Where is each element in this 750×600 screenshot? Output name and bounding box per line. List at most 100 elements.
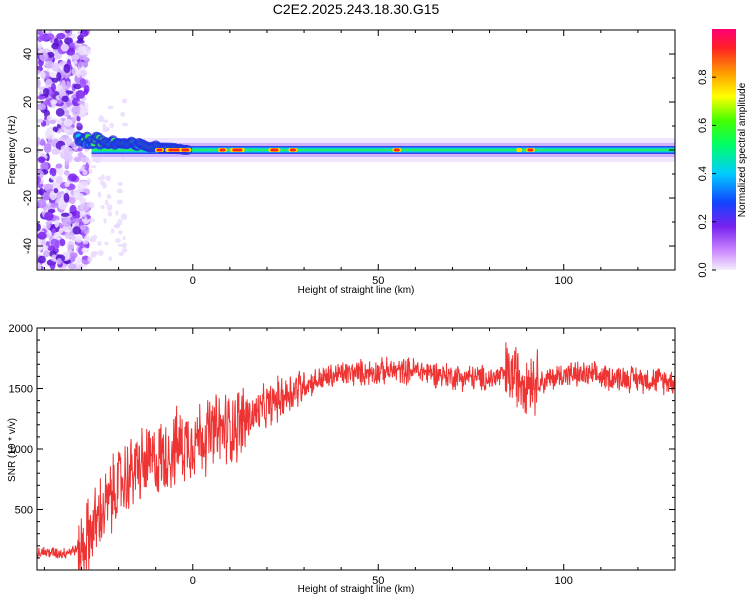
- noise-blob-faint: [84, 216, 88, 223]
- colorbar-label: Normalized spectral amplitude: [737, 82, 748, 217]
- noise-blob: [82, 60, 89, 68]
- noise-blob-faint: [78, 113, 86, 118]
- colorbar-tick-label: 0.2: [697, 214, 709, 229]
- noise-blob: [37, 152, 41, 158]
- band-hotspot-red: [232, 148, 243, 152]
- noise-blob-faint: [101, 182, 107, 189]
- noise-blob: [77, 147, 83, 152]
- noise-blob: [67, 240, 75, 251]
- spectrogram-y-ticks: -40 -20 0 20 40: [22, 29, 675, 271]
- band-hotspot-yellow: [516, 148, 523, 152]
- noise-blob: [37, 148, 43, 153]
- noise-blob-faint: [121, 248, 128, 253]
- noise-blob: [60, 43, 69, 52]
- noise-blob: [46, 223, 51, 229]
- snr-y-tick-label: 1500: [9, 384, 33, 396]
- noise-blob: [45, 132, 55, 140]
- noise-blob: [51, 100, 56, 109]
- noise-blob-faint: [89, 217, 95, 223]
- noise-blob: [56, 166, 64, 176]
- noise-blob: [40, 138, 45, 146]
- noise-blob: [55, 85, 62, 91]
- noise-blob: [61, 79, 66, 90]
- spectrogram-y-tick-label: 0: [22, 147, 34, 153]
- noise-blob: [79, 156, 90, 163]
- noise-blob: [40, 71, 46, 80]
- band-hotspot-red: [181, 148, 190, 152]
- noise-blob: [49, 190, 57, 201]
- snr-x-tick-label: 0: [190, 575, 196, 587]
- noise-blob: [69, 252, 78, 259]
- colorbar-tick-label: 0.6: [697, 118, 709, 133]
- snr-panel: 0 50 100 500 1000 1500 2000 Height of straigh…: [7, 323, 676, 595]
- noise-blob: [53, 138, 59, 143]
- noise-blob-faint: [118, 251, 125, 257]
- noise-blob: [40, 161, 49, 172]
- noise-blob-faint: [82, 169, 88, 176]
- noise-blob-faint: [103, 217, 107, 224]
- band-hotspot-red: [527, 148, 534, 152]
- noise-blob: [79, 224, 86, 231]
- noise-blob: [37, 175, 41, 185]
- noise-blob: [43, 143, 52, 153]
- noise-blob: [50, 238, 59, 247]
- spectrogram-x-tick-label: 0: [190, 275, 196, 287]
- snr-x-tick-label: 100: [555, 575, 573, 587]
- noise-blob: [64, 30, 71, 34]
- noise-blob: [37, 30, 43, 36]
- snr-y-tick-label: 2000: [9, 323, 33, 335]
- noise-blob: [77, 100, 85, 105]
- snr-x-tick-label: 50: [372, 575, 384, 587]
- snr-x-ticks: 0 50 100: [43, 328, 676, 587]
- noise-blob: [52, 126, 59, 132]
- noise-blob: [37, 42, 43, 50]
- noise-blob: [55, 163, 63, 169]
- noise-blob: [64, 181, 70, 187]
- noise-blob-faint: [116, 199, 123, 205]
- noise-blob-faint: [116, 188, 123, 194]
- noise-blob: [44, 99, 50, 106]
- noise-blob: [46, 51, 55, 58]
- noise-blob: [63, 118, 73, 127]
- colorbar-ticks: 0.0 0.2 0.4 0.6 0.8: [697, 70, 716, 278]
- colorbar-tick-label: 0.4: [697, 166, 709, 181]
- noise-blob: [63, 146, 74, 157]
- band-hotspot-red: [289, 148, 296, 152]
- noise-blob-faint: [109, 122, 114, 129]
- noise-blob: [59, 238, 66, 247]
- noise-blob: [72, 60, 78, 65]
- noise-blob: [37, 136, 41, 146]
- spectrogram-y-tick-label: 40: [22, 48, 34, 60]
- noise-blob: [41, 48, 51, 53]
- colorbar: 0.0 0.2 0.4 0.6 0.8 Normalized spectral ampl…: [697, 29, 748, 278]
- noise-blob: [54, 219, 60, 228]
- noise-blob-faint: [97, 191, 102, 198]
- noise-blob: [37, 255, 46, 264]
- noise-blob: [61, 95, 69, 103]
- snr-series-line: [37, 342, 675, 570]
- noise-blob: [43, 183, 54, 190]
- noise-blob: [76, 122, 82, 127]
- spectrogram-y-axis-label: Frequency (Hz): [7, 116, 18, 185]
- noise-blob: [62, 109, 70, 117]
- spectrogram-y-tick-label: 20: [22, 96, 34, 108]
- spectrogram-panel: 0 50 100 -40 -20 0 20 40 Height of straight li…: [7, 29, 676, 296]
- noise-blob: [53, 231, 61, 241]
- noise-blob: [51, 82, 56, 93]
- spectrogram-x-tick-label: 50: [372, 275, 384, 287]
- noise-blob: [63, 155, 73, 162]
- noise-blob: [65, 137, 73, 147]
- noise-blob: [81, 255, 90, 261]
- noise-blob: [72, 210, 81, 220]
- noise-blob-faint: [121, 122, 129, 127]
- snr-y-tick-label: 1000: [9, 444, 33, 456]
- noise-blob: [50, 77, 59, 83]
- spectrogram-y-tick-label: -40: [22, 238, 34, 254]
- noise-blob: [37, 118, 44, 124]
- noise-blob-faint: [117, 243, 125, 247]
- noise-blob: [39, 51, 49, 62]
- spectrogram-y-tick-label: -20: [22, 190, 34, 206]
- snr-y-axis-label: SNR (10 * v/v): [7, 418, 18, 482]
- noise-blob: [56, 32, 66, 40]
- noise-blob: [75, 90, 86, 99]
